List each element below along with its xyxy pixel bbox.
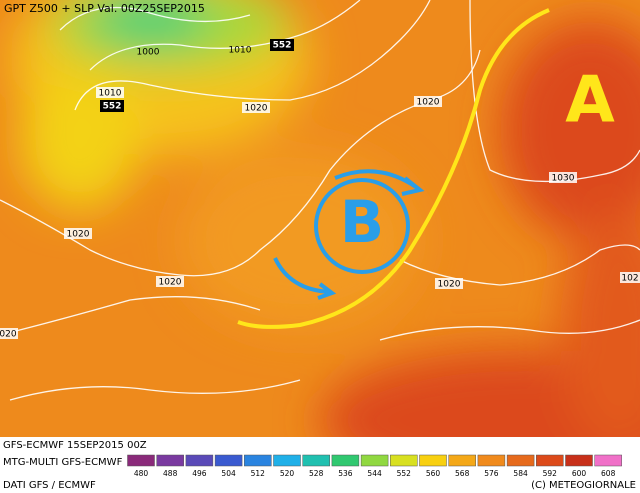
legend-swatch [244,454,272,467]
legend-tick-label: 600 [572,469,587,478]
legend-tick-label: 544 [367,469,382,478]
isobar-label: 020 [0,330,17,340]
legend-swatch [594,454,622,467]
low-symbol [273,169,425,300]
legend-swatch [360,454,389,467]
legend-tick-label: 504 [221,469,236,478]
legend-swatch [536,454,564,467]
isobar-label: 1020 [245,104,268,114]
legend-swatch [302,454,330,467]
legend-tick-label: 536 [338,469,353,478]
source: DATI GFS / ECMWF [3,480,96,491]
legend-tick-label: 568 [455,469,470,478]
legend-tick-label: 512 [251,469,266,478]
legend-swatch [185,454,214,467]
legend-tick-label: 576 [484,469,499,478]
credit: (C) METEOGIORNALE [531,480,636,491]
legend-swatch [448,454,476,467]
isobar-label: 1010 [229,46,252,56]
high-label: A [565,64,615,138]
legend-tick-label: 592 [543,469,558,478]
legend-swatch [214,454,243,467]
legend-tick-label: 520 [280,469,295,478]
legend-swatch [477,454,506,467]
legend-swatch [506,454,535,467]
legend-tick-label: 480 [134,469,149,478]
isobar-label: 1020 [159,278,182,288]
height-label: 552 [103,102,122,112]
legend-swatch [331,454,360,467]
legend-tick-label: 496 [192,469,207,478]
legend-swatch [156,454,184,467]
isobar-labels: 1000 1010 1010 1020 1020 1020 1020 1030 … [0,39,640,340]
isobar-label: 102 [621,274,638,284]
legend-tick-label: 560 [426,469,441,478]
run-info: GFS-ECMWF 15SEP2015 00Z [3,440,147,451]
legend-tick-label: 608 [601,469,616,478]
legend-tick-label: 552 [397,469,412,478]
legend-swatch [127,454,155,467]
low-label: B [340,188,384,256]
isobar-label: 1010 [99,89,122,99]
isobar-label: 1020 [438,280,461,290]
height-label: 552 [273,41,292,51]
legend-swatch [273,454,301,467]
isobar-label: 1020 [67,230,90,240]
model-info: MTG-MULTI GFS-ECMWF [3,457,123,468]
isobar-label: 1030 [552,174,575,184]
legend-swatch [419,454,447,467]
isobar-label: 1020 [417,98,440,108]
color-legend: 480 488 496 504 512 520 528 536 544 552 560 568 576 5… [127,454,622,478]
legend-swatch [565,454,593,467]
legend-tick-label: 528 [309,469,324,478]
legend-swatch [390,454,418,467]
isobar-label: 1000 [137,48,160,58]
legend-tick-label: 488 [163,469,178,478]
map-title: GPT Z500 + SLP Val. 00Z25SEP2015 [4,2,205,15]
legend-tick-label: 584 [513,469,528,478]
